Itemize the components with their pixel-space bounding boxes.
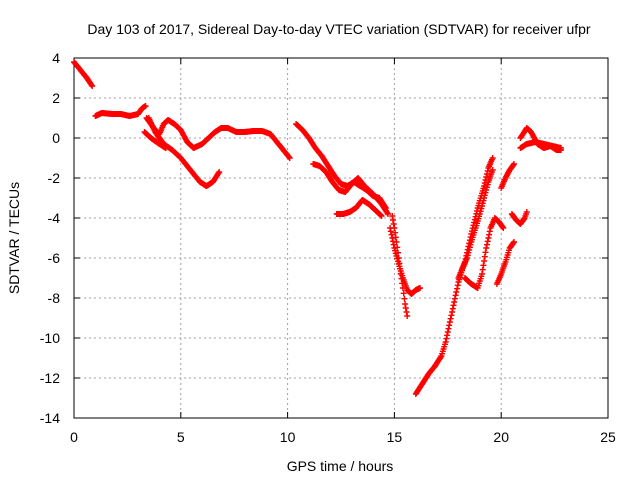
y-tick-label: 2	[52, 90, 60, 106]
data-point	[162, 145, 169, 151]
y-tick-label: 0	[52, 130, 60, 146]
chart-title: Day 103 of 2017, Sidereal Day-to-day VTE…	[87, 21, 591, 37]
y-tick-label: -8	[48, 290, 61, 306]
y-tick-label: -2	[48, 170, 61, 186]
axis-ticks	[73, 57, 609, 419]
grid-lines	[74, 58, 608, 418]
data-point	[483, 174, 490, 180]
y-tick-label: -10	[40, 330, 60, 346]
data-point	[216, 169, 223, 175]
data-series-segment-11	[412, 167, 496, 397]
data-series-segment-15	[498, 161, 517, 191]
data-point	[385, 211, 391, 217]
data-point	[142, 103, 149, 109]
data-point	[511, 239, 517, 245]
y-tick-label: -4	[48, 210, 61, 226]
data-point	[500, 225, 507, 231]
data-point	[404, 313, 411, 319]
data-point	[88, 81, 95, 88]
y-tick-label: -12	[40, 370, 60, 386]
x-tick-label: 20	[493, 429, 509, 445]
data-point	[511, 161, 517, 167]
data-series-segment-16	[508, 209, 530, 227]
data-point	[558, 145, 564, 151]
x-axis-label: GPS time / hours	[287, 458, 394, 474]
data-point	[417, 285, 423, 291]
x-tick-label: 10	[280, 429, 296, 445]
data-series-segment-18	[517, 139, 564, 151]
data-point	[400, 290, 407, 297]
x-tick-label: 0	[70, 429, 78, 445]
data-series-segment-10	[387, 225, 423, 297]
data-point	[401, 295, 408, 302]
x-tick-label: 5	[177, 429, 185, 445]
data-point	[483, 245, 490, 251]
data-series-segment-13	[461, 215, 507, 291]
data-point	[523, 209, 530, 215]
data-series-segment-0	[71, 59, 96, 89]
y-tick-label: 4	[52, 50, 60, 66]
data-point	[387, 228, 394, 235]
data-point	[378, 213, 385, 219]
data-point	[471, 219, 478, 226]
x-tick-label: 15	[387, 429, 403, 445]
data-series-segment-5	[190, 125, 293, 161]
data-series-segment-7	[310, 161, 391, 217]
data-series-segment-1	[92, 103, 149, 119]
data-point	[447, 315, 454, 322]
data-series-segment-12	[455, 155, 496, 281]
plot-frame	[73, 57, 609, 419]
data-point	[89, 83, 96, 89]
x-tick-label: 25	[600, 429, 616, 445]
data-point	[453, 289, 460, 295]
data-series-segment-14	[493, 239, 517, 287]
data-point	[286, 155, 293, 161]
y-tick-label: -14	[40, 410, 60, 426]
data-point	[489, 167, 496, 173]
data-points	[71, 59, 564, 397]
data-point	[489, 155, 496, 161]
y-axis-label: SDTVAR / TECUs	[6, 182, 22, 294]
data-series-segment-4	[141, 129, 169, 151]
y-tick-label: -6	[48, 250, 61, 266]
data-series-segment-8	[333, 197, 385, 219]
data-point	[465, 243, 472, 250]
